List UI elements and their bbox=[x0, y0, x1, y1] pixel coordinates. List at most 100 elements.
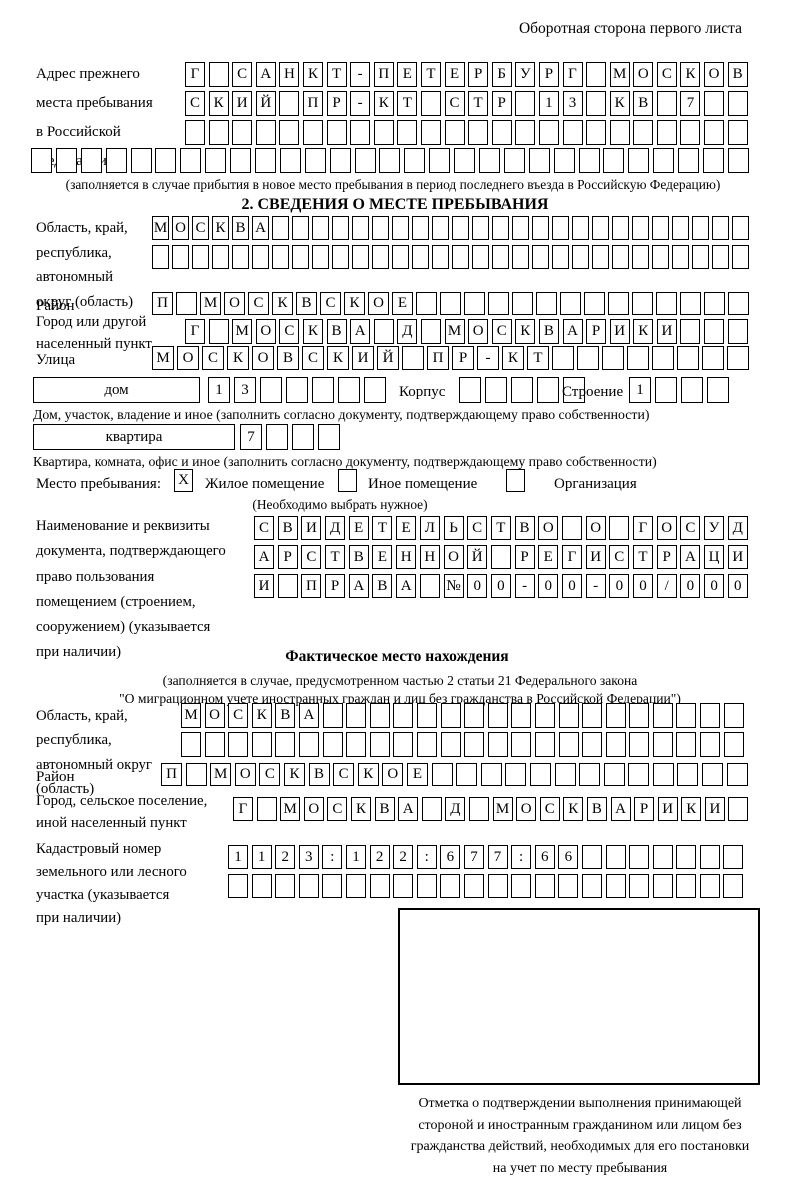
char-box[interactable] bbox=[652, 763, 674, 786]
char-box[interactable] bbox=[420, 319, 441, 344]
char-box[interactable]: - bbox=[350, 91, 371, 116]
char-box[interactable]: 6 bbox=[558, 845, 579, 869]
char-box[interactable]: Т bbox=[372, 516, 393, 540]
char-box[interactable]: В bbox=[538, 319, 559, 344]
char-box[interactable] bbox=[572, 216, 589, 240]
char-box[interactable]: Ь bbox=[443, 516, 464, 540]
char-box[interactable] bbox=[279, 91, 300, 116]
char-box[interactable] bbox=[632, 216, 649, 240]
char-box[interactable] bbox=[429, 148, 451, 173]
char-box[interactable] bbox=[558, 732, 579, 757]
char-box[interactable]: К bbox=[515, 319, 536, 344]
char-box[interactable]: К bbox=[609, 91, 630, 116]
char-box[interactable] bbox=[208, 62, 229, 87]
char-box[interactable]: К bbox=[350, 797, 371, 821]
char-box[interactable]: 0 bbox=[633, 574, 653, 598]
char-box[interactable] bbox=[676, 845, 697, 869]
char-box[interactable] bbox=[298, 874, 319, 898]
char-box[interactable] bbox=[676, 703, 697, 728]
char-box[interactable] bbox=[379, 148, 401, 173]
char-box[interactable] bbox=[416, 292, 437, 315]
char-box[interactable] bbox=[712, 216, 729, 240]
char-box[interactable] bbox=[485, 377, 507, 403]
char-box[interactable] bbox=[534, 703, 555, 728]
char-box[interactable] bbox=[702, 346, 724, 370]
char-box[interactable]: И bbox=[352, 346, 374, 370]
char-box[interactable] bbox=[490, 545, 511, 569]
char-box[interactable]: С bbox=[254, 516, 274, 540]
char-box[interactable] bbox=[692, 245, 709, 269]
char-box[interactable] bbox=[652, 346, 674, 370]
char-box[interactable]: 0 bbox=[490, 574, 511, 598]
char-box[interactable] bbox=[723, 703, 744, 728]
char-box[interactable]: К bbox=[502, 346, 524, 370]
char-box[interactable]: С bbox=[232, 62, 253, 87]
char-box[interactable]: Д bbox=[445, 797, 466, 821]
char-box[interactable] bbox=[592, 216, 609, 240]
char-box[interactable]: Е bbox=[397, 62, 418, 87]
char-box[interactable] bbox=[373, 319, 394, 344]
char-box[interactable] bbox=[350, 120, 371, 145]
char-box[interactable] bbox=[672, 216, 689, 240]
char-box[interactable] bbox=[558, 703, 579, 728]
char-box[interactable] bbox=[727, 91, 748, 116]
char-box[interactable] bbox=[185, 763, 207, 786]
char-box[interactable]: Е bbox=[406, 763, 428, 786]
char-box[interactable] bbox=[292, 216, 309, 240]
char-box[interactable] bbox=[260, 377, 282, 403]
char-box[interactable] bbox=[552, 245, 569, 269]
char-box[interactable] bbox=[676, 874, 697, 898]
char-box[interactable] bbox=[322, 703, 343, 728]
char-box[interactable]: Д bbox=[397, 319, 418, 344]
char-box[interactable]: П bbox=[152, 292, 173, 315]
char-box[interactable]: В bbox=[308, 763, 330, 786]
char-box[interactable] bbox=[609, 120, 630, 145]
char-box[interactable] bbox=[609, 516, 630, 540]
char-box[interactable]: К bbox=[680, 62, 701, 87]
char-box[interactable]: К bbox=[302, 319, 323, 344]
char-box[interactable]: Е bbox=[392, 292, 413, 315]
char-box[interactable]: Й bbox=[467, 545, 488, 569]
char-box[interactable]: И bbox=[585, 545, 606, 569]
char-box[interactable]: 3 bbox=[298, 845, 319, 869]
char-box[interactable] bbox=[421, 797, 442, 821]
char-box[interactable] bbox=[31, 148, 52, 173]
char-box[interactable]: Т bbox=[490, 516, 511, 540]
char-box[interactable]: О bbox=[516, 797, 537, 821]
char-box[interactable] bbox=[480, 763, 502, 786]
char-box[interactable] bbox=[572, 245, 589, 269]
char-box[interactable]: 0 bbox=[680, 574, 701, 598]
char-box[interactable]: С bbox=[333, 763, 355, 786]
char-box[interactable]: В bbox=[348, 545, 369, 569]
char-box[interactable] bbox=[605, 732, 626, 757]
char-box[interactable]: 1 bbox=[345, 845, 366, 869]
char-box[interactable]: В bbox=[296, 292, 317, 315]
char-box[interactable] bbox=[397, 120, 418, 145]
char-box[interactable]: К bbox=[563, 797, 584, 821]
char-box[interactable]: Р bbox=[277, 545, 298, 569]
char-box[interactable] bbox=[680, 292, 701, 315]
char-box[interactable] bbox=[392, 245, 409, 269]
char-box[interactable]: Г bbox=[562, 62, 583, 87]
char-box[interactable] bbox=[352, 216, 369, 240]
char-box[interactable] bbox=[629, 732, 650, 757]
char-box[interactable]: Н bbox=[396, 545, 417, 569]
char-box[interactable]: Г bbox=[233, 797, 253, 821]
char-box[interactable]: Й bbox=[377, 346, 399, 370]
char-box[interactable]: О bbox=[704, 62, 725, 87]
char-box[interactable] bbox=[472, 245, 489, 269]
char-box[interactable]: Р bbox=[514, 545, 535, 569]
char-box[interactable]: 1 bbox=[629, 377, 651, 403]
char-box[interactable] bbox=[534, 732, 555, 757]
char-box[interactable]: О bbox=[443, 545, 464, 569]
char-box[interactable] bbox=[534, 874, 555, 898]
char-box[interactable] bbox=[632, 292, 653, 315]
char-box[interactable]: В bbox=[727, 62, 748, 87]
char-box[interactable]: О bbox=[234, 763, 256, 786]
char-box[interactable] bbox=[702, 763, 724, 786]
char-box[interactable] bbox=[503, 148, 525, 173]
char-box[interactable] bbox=[672, 245, 689, 269]
char-box[interactable] bbox=[605, 874, 626, 898]
char-box[interactable] bbox=[298, 732, 319, 757]
char-box[interactable] bbox=[479, 148, 501, 173]
